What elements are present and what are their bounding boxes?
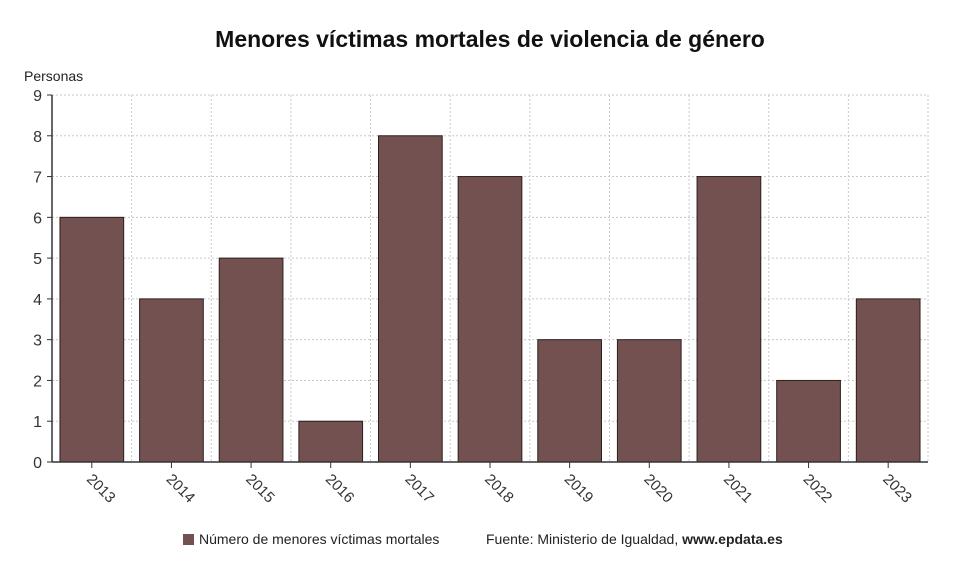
bar	[378, 135, 443, 463]
bar	[218, 257, 284, 463]
x-tick-label: 2015	[242, 471, 278, 507]
source-site: www.epdata.es	[681, 531, 783, 547]
bar	[457, 176, 523, 463]
x-axis-ticks: 2013 2014 2015 2016 2017 2018 2019 2020 2021 2022…	[83, 462, 915, 506]
y-tick-label: 9	[33, 88, 42, 105]
bars	[59, 135, 921, 463]
source-prefix: Fuente: Ministerio de Igualdad,	[486, 531, 682, 547]
legend-label: Número de menores víctimas mortales	[199, 531, 439, 547]
axes	[51, 95, 928, 463]
x-tick-label: 2021	[720, 471, 756, 507]
bar	[298, 420, 364, 463]
bar	[537, 339, 602, 463]
x-tick-label: 2022	[800, 471, 836, 507]
y-tick-label: 5	[33, 251, 42, 268]
y-tick-label: 4	[33, 292, 42, 309]
chart-title: Menores víctimas mortales de violencia d…	[215, 26, 765, 52]
bar	[616, 339, 682, 463]
bar	[776, 379, 841, 463]
y-axis-ticks: 0 1 2 3 4 5 6 7 8 9	[33, 88, 52, 472]
y-tick-label: 7	[33, 170, 42, 187]
bar	[855, 298, 921, 463]
x-tick-label: 2013	[83, 471, 119, 507]
source-text: Fuente: Ministerio de Igualdad, www.epda…	[486, 531, 783, 547]
y-tick-label: 6	[33, 210, 42, 227]
x-tick-label: 2016	[322, 471, 358, 507]
gridlines	[51, 94, 929, 463]
x-tick-label: 2020	[640, 471, 676, 507]
y-tick-label: 2	[33, 373, 42, 390]
bar	[696, 176, 762, 463]
y-tick-label: 3	[33, 333, 42, 350]
y-tick-label: 1	[33, 414, 42, 431]
x-tick-label: 2023	[879, 471, 915, 507]
bar	[59, 216, 125, 463]
x-tick-label: 2019	[561, 471, 597, 507]
legend-swatch	[183, 534, 194, 545]
x-tick-label: 2017	[402, 471, 438, 507]
legend: Número de menores víctimas mortales	[183, 531, 439, 547]
y-tick-label: 0	[33, 455, 42, 472]
bar	[139, 298, 204, 463]
y-tick-label: 8	[33, 129, 42, 146]
y-axis-label: Personas	[24, 68, 83, 84]
x-tick-label: 2014	[163, 471, 199, 507]
x-tick-label: 2018	[481, 471, 517, 507]
